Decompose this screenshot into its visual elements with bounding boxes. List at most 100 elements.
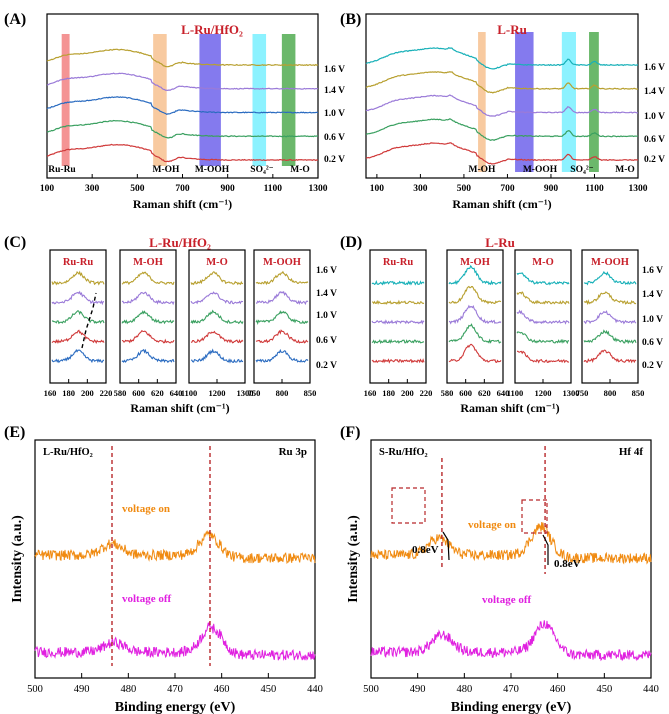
- panel-c-sub1-xtick-label: 600: [132, 388, 145, 398]
- panel-a-legend-1p0V: 1.0 V: [324, 109, 345, 119]
- panel-a-label: (A): [4, 11, 26, 28]
- panel-c-sub0-series-1p4V: [51, 290, 104, 306]
- panel-e-corner-label: Ru 3p: [279, 446, 307, 458]
- panel-c-sub3-series-1p4V: [255, 290, 309, 306]
- panel-c-sub1-series-0p6V: [121, 329, 175, 344]
- panel-f-highlight-box: [521, 499, 548, 534]
- panel-e-xtick-label: 440: [307, 684, 323, 695]
- panel-d-subplot-title: Ru-Ru: [383, 257, 414, 268]
- panel-f-shift-connector: [442, 531, 450, 561]
- panel-e-xtick-label: 500: [27, 684, 43, 695]
- panel-c-subplot-title: M-OOH: [263, 257, 301, 268]
- panel-d-sub3-xtick-label: 850: [632, 388, 645, 398]
- band-mooh: [199, 34, 221, 166]
- panel-b-xtick-label: 100: [370, 184, 385, 194]
- panel-f-xtick-label: 450: [596, 684, 612, 695]
- panel-c-sub2-xtick-label: 1300: [237, 388, 254, 398]
- panel-b-title: L-Ru: [497, 22, 527, 37]
- panel-c-subplot-title: Ru-Ru: [63, 257, 94, 268]
- panel-b-series-0p6V: [365, 118, 639, 141]
- panel-a-xtick-label: 100: [40, 184, 55, 194]
- panel-d-sub0-xtick-label: 200: [401, 388, 414, 398]
- panel-c-sub1-series-1p4V: [121, 291, 175, 306]
- panel-d-legend-1p0V: 1.0 V: [642, 315, 663, 325]
- panel-f-series-voltage-off: [370, 620, 652, 662]
- panel-f-shift-label: 0.8eV: [554, 558, 581, 570]
- panel-d-sub2-xtick-label: 1300: [563, 388, 580, 398]
- panel-a-series-0p2V: [46, 143, 319, 163]
- panel-d-sub3-series-1p0V: [583, 310, 637, 325]
- panel-a-title: L-Ru/HfO₂: [181, 22, 243, 37]
- panel-d-sub1-xtick-label: 580: [441, 388, 454, 398]
- panel-a-legend-0p2V: 0.2 V: [324, 155, 345, 165]
- panel-f-ylabel: Intensity (a.u.): [346, 515, 361, 603]
- panel-c-sub1-xtick-label: 620: [151, 388, 164, 398]
- panel-f-xtick-label: 470: [503, 684, 519, 695]
- panel-d-title: L-Ru: [485, 235, 515, 250]
- panel-d-sub1-xtick-label: 600: [459, 388, 472, 398]
- panel-a-legend-1p6V: 1.6 V: [324, 65, 345, 75]
- panel-b-legend-1p0V: 1.0 V: [644, 112, 665, 122]
- panel-c-sub3-series-0p2V: [255, 348, 309, 363]
- panel-d-sub0-series-1p0V: [371, 319, 425, 325]
- panel-d-sub1-series-1p6V: [448, 264, 502, 286]
- panel-d-sub0-xtick-label: 160: [364, 388, 377, 398]
- panel-b-xtick-label: 900: [544, 184, 559, 194]
- panel-b-xtick-label: 500: [457, 184, 472, 194]
- panel-d-sub1-series-0p6V: [448, 323, 502, 344]
- panel-b-band-label: M-O: [615, 165, 635, 175]
- panel-d-sub1-series-1p0V: [448, 304, 502, 325]
- panel-d-legend-1p4V: 1.4 V: [642, 290, 663, 300]
- panel-a-xtick-label: 1300: [309, 184, 328, 194]
- panel-c-sub0-xtick-label: 160: [44, 388, 57, 398]
- panel-a-legend-1p4V: 1.4 V: [324, 86, 345, 96]
- band-moh: [478, 32, 486, 172]
- band-so: [252, 34, 267, 166]
- panel-c-sub0-series-1p0V: [51, 310, 105, 325]
- panel-d-sub2-series-1p0V: [516, 309, 570, 325]
- panel-c-sub2-series-1p4V: [190, 291, 244, 305]
- panel-e-inner-label: L-Ru/HfO₂: [43, 447, 93, 458]
- panel-e-series-label: voltage on: [122, 503, 170, 515]
- panel-d-subplot-title: M-OOH: [591, 257, 629, 268]
- panel-d-subplot-mooh: [581, 249, 639, 384]
- panel-f-shift-connector: [542, 534, 549, 565]
- panel-f-series-label: voltage on: [468, 519, 516, 531]
- panel-c-legend-0p2V: 0.2 V: [316, 361, 337, 371]
- panel-d-sub1-series-0p2V: [448, 343, 502, 364]
- panel-c-sub3-xtick-label: 750: [248, 388, 261, 398]
- panel-a-series-1p6V: [46, 48, 319, 68]
- panel-c-sub2-series-1p0V: [190, 309, 244, 325]
- panel-a-series-1p4V: [46, 72, 319, 92]
- panel-b-label: (B): [340, 11, 361, 28]
- panel-c-sub2-series-0p2V: [190, 348, 244, 364]
- panel-c-peak-trend-line: [81, 292, 97, 349]
- panel-b-xtick-label: 1100: [585, 184, 604, 194]
- panel-d-label: (D): [340, 234, 362, 251]
- panel-d-sub0-xtick-label: 220: [420, 388, 433, 398]
- panel-b-xtick-label: 700: [500, 184, 515, 194]
- panel-d-legend-1p6V: 1.6 V: [642, 266, 663, 276]
- panel-b-band-label: M-OH: [469, 165, 497, 175]
- panel-d-sub0-series-0p6V: [371, 338, 425, 345]
- panel-b-xlabel: Raman shift (cm⁻¹): [452, 197, 551, 211]
- panel-b-xtick-label: 300: [413, 184, 428, 194]
- panel-a-xtick-label: 700: [175, 184, 190, 194]
- panel-c-sub3-series-0p6V: [255, 329, 309, 344]
- panel-c-sub0-series-0p6V: [51, 329, 105, 344]
- panel-c-sub3-series-1p0V: [255, 310, 309, 325]
- panel-e-series-label: voltage off: [122, 593, 172, 605]
- panel-e-series-voltage-off: [34, 621, 316, 661]
- panel-c-label: (C): [4, 234, 26, 251]
- panel-c-legend-1p4V: 1.4 V: [316, 289, 337, 299]
- panel-d-sub3-series-0p6V: [583, 329, 637, 345]
- panel-f-xtick-label: 440: [643, 684, 659, 695]
- band-so: [561, 32, 576, 172]
- panel-d-sub3-xtick-label: 750: [576, 388, 589, 398]
- panel-f-shift-label: 0.8eV: [412, 544, 439, 556]
- panel-f-series-label: voltage off: [482, 594, 532, 606]
- panel-c-sub2-xtick-label: 1200: [209, 388, 226, 398]
- panel-e-xtick-label: 480: [120, 684, 136, 695]
- panel-c-sub0-xtick-label: 220: [100, 388, 113, 398]
